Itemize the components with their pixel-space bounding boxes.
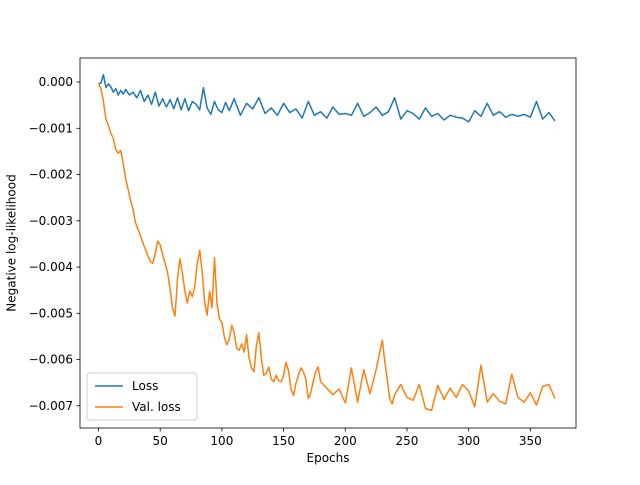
y-tick-label: −0.001	[29, 121, 73, 135]
x-tick-label: 0	[95, 434, 103, 448]
legend-box	[86, 372, 198, 421]
y-tick-label: −0.006	[29, 353, 73, 367]
y-tick-label: −0.005	[29, 306, 73, 320]
y-tick-label: −0.003	[29, 214, 73, 228]
plot-frame	[79, 57, 577, 429]
plot-area	[80, 58, 576, 428]
y-axis-title: Negative log-likelihood	[5, 174, 19, 311]
val-loss-line	[97, 83, 556, 412]
y-tick-label: −0.007	[29, 399, 73, 413]
loss-line	[98, 73, 556, 123]
x-tick-label: 100	[210, 434, 233, 448]
y-axis: 0.000 −0.001 −0.002 −0.003 −0.004 −0.005 −0.00…	[29, 75, 80, 413]
y-tick-label: 0.000	[39, 75, 73, 89]
legend: Loss Val. loss	[86, 372, 198, 421]
x-tick-label: 200	[334, 434, 357, 448]
x-axis-title: Epochs	[307, 451, 350, 465]
x-tick-label: 50	[153, 434, 168, 448]
series-lines	[97, 73, 556, 412]
x-tick-label: 350	[519, 434, 542, 448]
y-tick-label: −0.004	[29, 260, 73, 274]
x-tick-label: 300	[457, 434, 480, 448]
legend-label: Val. loss	[132, 400, 181, 414]
legend-label: Loss	[132, 379, 158, 393]
x-axis: 0 50 100 150 200 250 300 350	[95, 428, 542, 448]
x-tick-label: 150	[272, 434, 295, 448]
x-tick-label: 250	[396, 434, 419, 448]
y-tick-label: −0.002	[29, 168, 73, 182]
